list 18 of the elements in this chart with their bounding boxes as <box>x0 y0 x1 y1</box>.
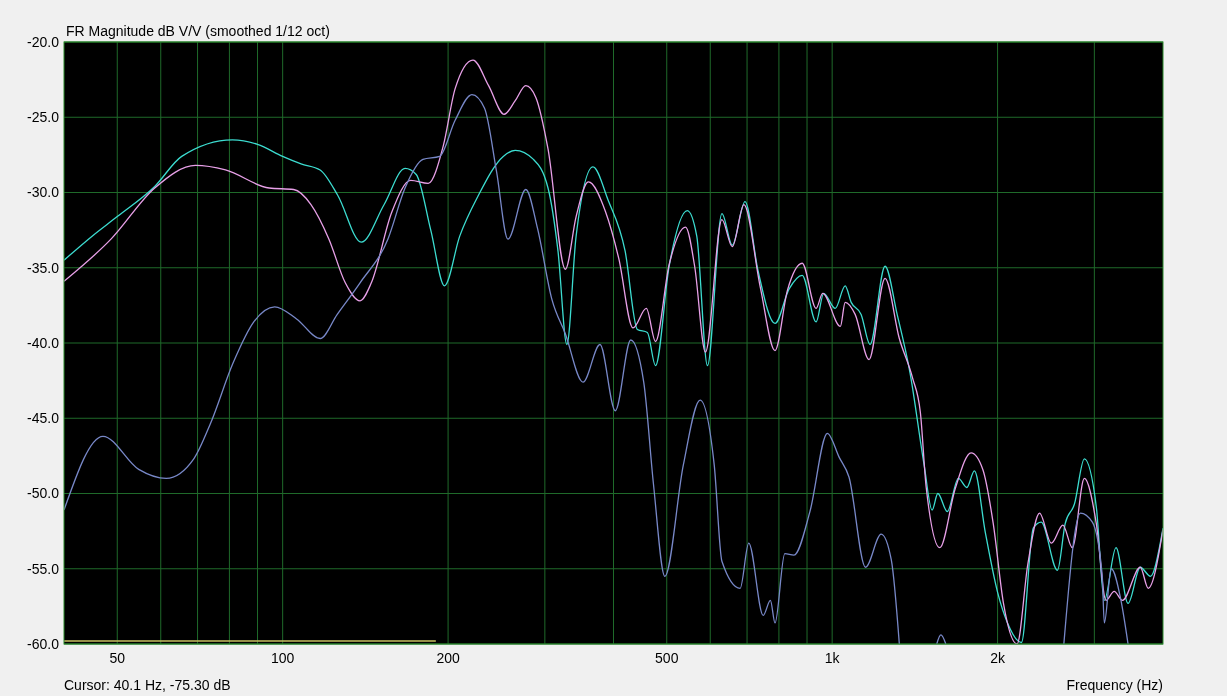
y-tick-label: -40.0 <box>27 334 60 351</box>
y-tick-label: -60.0 <box>27 635 60 652</box>
y-tick-label: -55.0 <box>27 560 60 577</box>
text: Cursor: 40.1 Hz, -75.30 dB <box>64 677 231 693</box>
x-tick-label: 100 <box>270 650 295 666</box>
x-tick-label: 1k <box>824 650 841 666</box>
y-tick-label: -50.0 <box>27 485 60 502</box>
y-tick-label: -30.0 <box>27 184 60 201</box>
y-tick-label: -25.0 <box>27 109 60 126</box>
x-tick-label: 200 <box>436 650 460 666</box>
y-tick-label: -35.0 <box>27 259 60 276</box>
chart-title: FR Magnitude dB V/V (smoothed 1/12 oct) <box>66 23 330 39</box>
y-tick-label: -20.0 <box>27 33 60 50</box>
x-axis-title: Frequency (Hz) <box>1066 677 1163 693</box>
x-tick-label: 500 <box>655 650 679 666</box>
y-tick-label: -45.0 <box>27 410 60 427</box>
x-tick-label: 2k <box>990 650 1006 666</box>
x-tick-label: 50 <box>109 650 126 666</box>
